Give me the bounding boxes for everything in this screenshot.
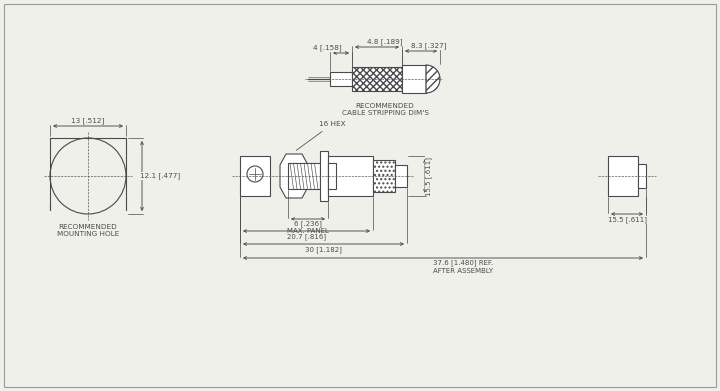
Bar: [608, 156, 638, 196]
Text: 4 [.158]: 4 [.158]: [312, 45, 341, 51]
Text: 13 [.512]: 13 [.512]: [71, 118, 104, 124]
Bar: [352, 67, 402, 91]
Text: 4.8 [.189]: 4.8 [.189]: [367, 39, 402, 45]
Polygon shape: [280, 154, 308, 198]
Text: 37.6 [1.480] REF.: 37.6 [1.480] REF.: [433, 260, 493, 266]
Text: RECOMMENDED
CABLE STRIPPING DIM'S: RECOMMENDED CABLE STRIPPING DIM'S: [341, 103, 428, 116]
Text: RECOMMENDED
MOUNTING HOLE: RECOMMENDED MOUNTING HOLE: [57, 224, 119, 237]
Bar: [402, 65, 426, 93]
Bar: [328, 156, 373, 196]
Text: 12.1 [.477]: 12.1 [.477]: [140, 172, 180, 179]
Bar: [330, 72, 352, 86]
Text: 30 [1.182]: 30 [1.182]: [305, 247, 342, 253]
Bar: [240, 156, 270, 196]
Text: 15.5 [.611]: 15.5 [.611]: [426, 156, 433, 196]
Bar: [320, 151, 328, 201]
Text: 15.5 [.611]: 15.5 [.611]: [608, 217, 647, 223]
Bar: [638, 164, 646, 188]
Text: AFTER ASSEMBLY: AFTER ASSEMBLY: [433, 268, 493, 274]
Text: MAX. PANEL: MAX. PANEL: [287, 228, 329, 234]
Wedge shape: [426, 65, 440, 93]
Bar: [395, 165, 407, 187]
Text: 6 [.236]: 6 [.236]: [294, 221, 322, 228]
Text: 20.7 [.816]: 20.7 [.816]: [287, 234, 326, 240]
Bar: [288, 163, 320, 189]
Bar: [373, 160, 395, 192]
Text: 8.3 [.327]: 8.3 [.327]: [411, 43, 446, 49]
Text: 16 HEX: 16 HEX: [296, 121, 346, 151]
Bar: [328, 163, 336, 189]
